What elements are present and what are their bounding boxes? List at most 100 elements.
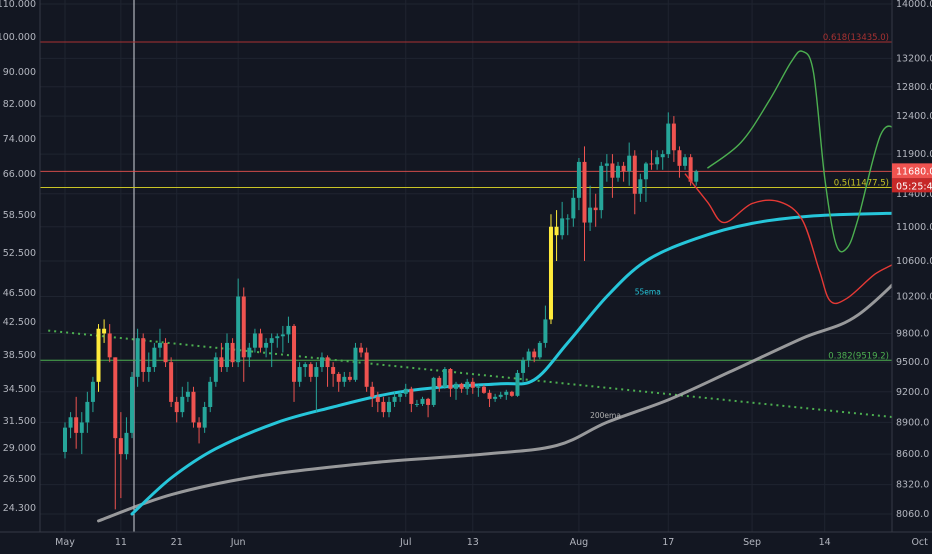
candle[interactable]: [392, 391, 397, 407]
candle[interactable]: [280, 325, 285, 353]
candle[interactable]: [638, 173, 643, 202]
candle[interactable]: [258, 328, 263, 353]
candle[interactable]: [454, 381, 459, 400]
candle[interactable]: [331, 362, 336, 387]
candle[interactable]: [683, 154, 688, 170]
candle[interactable]: [252, 328, 257, 353]
candle[interactable]: [437, 375, 442, 392]
candle[interactable]: [526, 348, 531, 368]
candle[interactable]: [666, 112, 671, 159]
time-axis[interactable]: May 11 21 Jun Jul 13 Aug 17 Sep 14 Oct: [55, 537, 928, 548]
candle[interactable]: [621, 161, 626, 182]
candle[interactable]: [364, 347, 369, 392]
candle[interactable]: [85, 391, 90, 433]
candle[interactable]: [694, 169, 699, 186]
candle[interactable]: [431, 376, 436, 407]
candle[interactable]: [292, 324, 297, 402]
candle[interactable]: [532, 348, 537, 363]
candle[interactable]: [230, 338, 235, 368]
candles[interactable]: [63, 112, 699, 510]
candle[interactable]: [169, 357, 174, 407]
candle[interactable]: [197, 417, 202, 444]
candle[interactable]: [649, 150, 654, 170]
candle[interactable]: [74, 396, 79, 449]
candle[interactable]: [565, 214, 570, 236]
candle[interactable]: [208, 376, 213, 413]
candle[interactable]: [576, 158, 581, 211]
candle[interactable]: [118, 412, 123, 499]
candle[interactable]: [442, 367, 447, 389]
candle[interactable]: [426, 397, 431, 418]
candle[interactable]: [414, 399, 419, 407]
candle[interactable]: [660, 150, 665, 170]
candle[interactable]: [191, 386, 196, 428]
candle[interactable]: [420, 396, 425, 406]
left-axis-panel[interactable]: [0, 0, 40, 532]
candle[interactable]: [409, 386, 414, 413]
candle[interactable]: [487, 389, 492, 407]
candle[interactable]: [403, 383, 408, 397]
candle[interactable]: [677, 146, 682, 178]
candle[interactable]: [448, 368, 453, 397]
candle[interactable]: [599, 161, 604, 219]
candle[interactable]: [616, 161, 621, 182]
candle[interactable]: [163, 338, 168, 368]
candle[interactable]: [303, 362, 308, 377]
candle[interactable]: [571, 189, 576, 227]
candle[interactable]: [297, 362, 302, 387]
candle[interactable]: [319, 352, 324, 372]
candle[interactable]: [593, 193, 598, 227]
candle[interactable]: [275, 333, 280, 348]
candle[interactable]: [632, 150, 637, 215]
candle[interactable]: [493, 393, 498, 402]
candle[interactable]: [264, 338, 269, 358]
candle[interactable]: [236, 278, 241, 368]
candle[interactable]: [247, 342, 252, 368]
candle[interactable]: [515, 369, 520, 397]
candle[interactable]: [63, 422, 67, 459]
candle[interactable]: [671, 116, 676, 162]
candle[interactable]: [180, 386, 185, 418]
candle[interactable]: [370, 381, 375, 407]
candle[interactable]: [588, 185, 593, 231]
candle[interactable]: [130, 371, 135, 439]
candle[interactable]: [509, 390, 514, 397]
candle[interactable]: [185, 381, 190, 402]
candle[interactable]: [113, 357, 118, 510]
candle[interactable]: [465, 378, 470, 395]
candle[interactable]: [107, 324, 112, 363]
right-price-axis[interactable]: 14000.0 13200.0 12800.0 12400.0 11900.0 11400…: [896, 0, 932, 520]
candle[interactable]: [146, 352, 151, 382]
candle[interactable]: [582, 146, 587, 261]
candle[interactable]: [347, 371, 352, 382]
time-axis-panel[interactable]: [0, 532, 892, 550]
candle[interactable]: [548, 214, 553, 325]
candle[interactable]: [386, 396, 391, 418]
candle[interactable]: [543, 305, 548, 348]
candle[interactable]: [96, 324, 101, 392]
candle[interactable]: [476, 384, 481, 397]
candle[interactable]: [336, 371, 341, 392]
candle[interactable]: [359, 342, 364, 358]
candle[interactable]: [470, 377, 475, 394]
left-price-axis[interactable]: 110.000 100.000 90.000 82.000 74.000 66.000 58…: [0, 0, 36, 514]
candle[interactable]: [353, 342, 358, 382]
candle[interactable]: [141, 333, 146, 382]
candle[interactable]: [79, 412, 84, 455]
candle[interactable]: [135, 328, 140, 387]
candle[interactable]: [459, 382, 464, 393]
candle[interactable]: [325, 355, 330, 387]
right-axis-panel[interactable]: [892, 0, 932, 550]
candle[interactable]: [241, 287, 246, 382]
candle[interactable]: [308, 362, 313, 382]
candle[interactable]: [604, 154, 609, 182]
candle[interactable]: [157, 328, 162, 358]
candle[interactable]: [213, 352, 218, 387]
candle[interactable]: [90, 376, 95, 413]
candle[interactable]: [655, 150, 660, 170]
candle[interactable]: [342, 371, 347, 387]
candle[interactable]: [314, 362, 319, 413]
candle[interactable]: [381, 396, 386, 418]
